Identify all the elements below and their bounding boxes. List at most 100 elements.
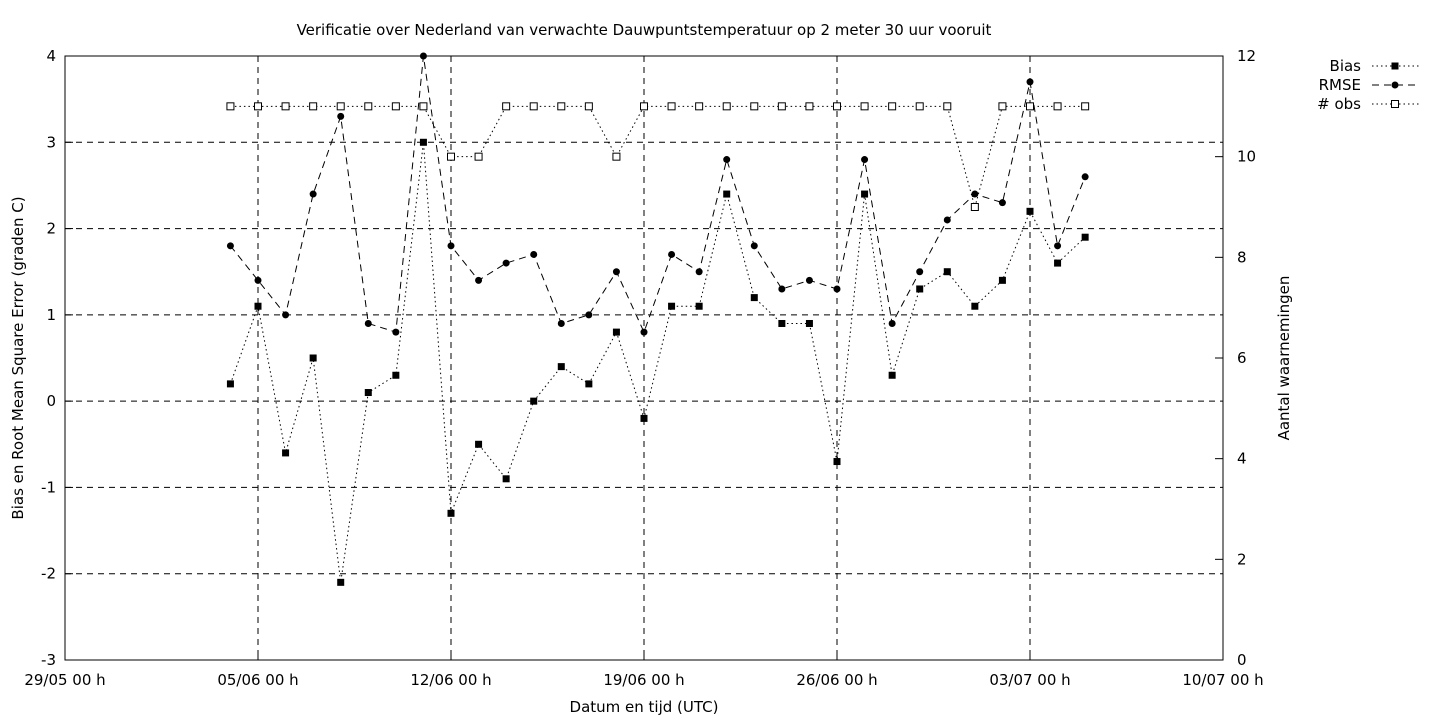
data-point-bias [419,138,427,146]
data-point-obs [833,102,841,111]
legend-label: RMSE [1319,76,1361,94]
x-axis-label: Datum en tijd (UTC) [570,698,719,716]
data-point-bias [557,363,565,371]
data-point-bias [778,319,786,327]
data-point-rmse [447,242,455,250]
data-point-rmse [530,250,538,258]
data-point-bias [998,276,1006,284]
data-point-bias [309,354,317,362]
data-point-rmse [226,242,234,250]
data-point-bias [805,319,813,327]
data-point-obs [254,102,262,111]
data-point-rmse [254,276,262,284]
y2-tick-label: 12 [1237,47,1256,65]
data-point-rmse [364,319,372,327]
data-point-obs [1026,102,1034,111]
series-line-rmse [230,55,1086,334]
data-point-rmse [750,242,758,250]
data-point-rmse [888,319,896,327]
data-point-bias [337,578,345,586]
data-point-rmse [916,268,924,276]
data-point-rmse [640,328,648,336]
y-tick-label: -1 [41,478,56,496]
y2-tick-label: 6 [1237,349,1247,367]
plot-frame [64,55,1224,661]
x-tick-label: 03/07 00 h [989,671,1070,689]
data-point-rmse [805,276,813,284]
data-point-rmse [778,285,786,293]
data-point-bias [585,380,593,388]
data-point-bias [392,371,400,379]
data-point-rmse [943,216,951,224]
data-point-bias [364,389,372,397]
data-point-bias [668,302,676,310]
y-tick-label: 3 [46,133,56,151]
data-point-obs [695,102,704,111]
y-axis-tick-labels: -3 -2 -1 0 1 2 3 4 [41,47,56,669]
y2-axis-tick-labels: 0 2 4 6 8 10 12 [1237,47,1256,669]
data-point-rmse [668,250,676,258]
data-point-rmse [833,285,841,293]
data-point-rmse [585,311,593,319]
data-point-bias [530,397,538,405]
series-layer [226,52,1090,586]
series-line-obs [230,105,1086,209]
data-point-obs [364,102,373,111]
data-point-bias [1026,207,1034,215]
data-point-rmse [998,199,1006,207]
x-tick-label: 29/05 00 h [24,671,105,689]
data-point-obs [557,102,566,111]
legend-item-bias: Bias [1330,57,1420,75]
data-point-bias [612,328,620,336]
data-point-rmse [419,52,427,60]
data-point-obs [640,102,648,111]
x-tick-label: 10/07 00 h [1182,671,1263,689]
data-point-rmse [1081,173,1089,181]
y-tick-label: 4 [46,47,56,65]
x-tick-label: 12/06 00 h [410,671,491,689]
data-point-obs [1053,102,1062,111]
legend-marker-rmse [1391,81,1399,89]
data-point-rmse [723,156,731,164]
x-tick-label: 19/06 00 h [603,671,684,689]
data-point-obs [805,102,814,111]
data-point-obs [1081,102,1090,111]
data-point-obs [915,102,924,111]
y-tick-label: 1 [46,306,56,324]
data-point-rmse [1054,242,1062,250]
data-point-rmse [282,311,290,319]
x-axis-tick-labels: 29/05 00 h 05/06 00 h 12/06 00 h 19/06 00 h… [24,671,1263,689]
legend-item-rmse: RMSE [1319,76,1420,94]
grid-lines [65,56,1223,660]
data-point-bias [1081,233,1089,241]
x-tick-label: 26/06 00 h [796,671,877,689]
data-point-bias [282,449,290,457]
data-point-bias [447,509,455,517]
data-point-bias [861,190,869,198]
data-point-rmse [392,328,400,336]
y-tick-label: 2 [46,220,56,238]
data-point-bias [971,302,979,310]
data-point-obs [722,102,731,111]
data-point-obs [667,102,676,111]
data-point-bias [888,371,896,379]
y2-tick-label: 8 [1237,248,1247,266]
y2-axis-label: Aantal waarnemingen [1275,276,1293,441]
legend-label: # obs [1317,95,1361,113]
data-point-obs [750,102,759,111]
data-point-obs [281,102,290,111]
y-axis-label: Bias en Root Mean Square Error (graden C… [9,196,27,519]
data-point-bias [254,302,262,310]
y-tick-label: -3 [41,651,56,669]
data-point-rmse [971,190,979,198]
data-point-bias [475,440,483,448]
y-tick-label: 0 [46,392,56,410]
data-point-obs [584,102,593,111]
series-obs [226,102,1090,211]
data-point-bias [226,380,234,388]
data-point-rmse [861,156,869,164]
x-tick-label: 05/06 00 h [217,671,298,689]
series-line-bias [229,142,1086,583]
data-point-obs [419,102,428,111]
